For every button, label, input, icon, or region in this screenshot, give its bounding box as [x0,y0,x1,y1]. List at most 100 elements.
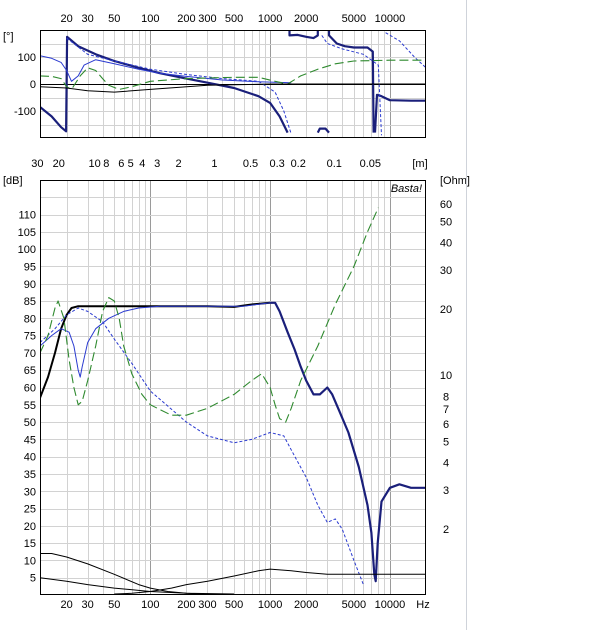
top-freq-label: 50 [108,13,120,25]
series-line-navy-thick-0 [40,35,289,134]
wavelength-tick-label: 1 [211,158,217,170]
series-line-blue-thin-5 [40,55,292,84]
series-line-navy-thick-4 [373,93,426,133]
y2-tick-label: 10 [440,370,452,382]
x-tick-label: 1000 [258,599,282,611]
series-line-navy-thick-1 [288,30,319,40]
series-line-navy-thick-2 [316,127,330,134]
top-freq-label: 10000 [375,13,406,25]
series-line-blue-dash-8 [385,32,426,69]
wavelength-tick-label: 0.05 [360,158,381,170]
y-tick-label: 45 [24,434,36,446]
top-freq-label: 500 [225,13,243,25]
y2-tick-label: 4 [443,458,449,470]
top-freq-label: 200 [177,13,195,25]
y-tick-label: 30 [24,486,36,498]
wavelength-tick-label: 30 [31,158,43,170]
x-tick-label: 10000 [375,599,406,611]
y2-tick-label: 8 [443,391,449,403]
y-tick-label: 20 [24,521,36,533]
wavelength-tick-label: 0.5 [243,158,258,170]
wavelength-tick-label: 3 [154,158,160,170]
wavelength-tick-label: 0.3 [269,158,284,170]
y-tick-label: 25 [24,504,36,516]
wavelength-unit-label: [m] [412,158,427,170]
series-line-black-thin-6 [114,568,426,595]
y-tick-label: 55 [24,400,36,412]
plot-area [40,180,426,595]
series-line-black-thin-10 [40,83,426,93]
y-tick-label: 10 [24,555,36,567]
y-tick-label: 75 [24,331,36,343]
x-tick-label: 20 [60,599,72,611]
y-axis-label: [dB] [3,175,23,187]
y-tick-label: 60 [24,383,36,395]
y2-tick-label: 3 [443,485,449,497]
y2-tick-label: 2 [443,524,449,536]
series-group [40,30,426,136]
series-line-blue-dash-3 [40,307,364,585]
series-line-black-thick-0 [40,301,271,399]
x-tick-label: 500 [225,599,243,611]
y-tick-label: 80 [24,313,36,325]
series-group [40,207,426,595]
y-axis-label: [°] [3,31,14,43]
wavelength-tick-label: 10 [89,158,101,170]
top-freq-label: 1000 [258,13,282,25]
series-line-navy-thick-3 [327,30,375,133]
series-line-blue-dash-7 [321,35,382,136]
x-unit-label: Hz [416,599,429,611]
plot-frame [40,180,426,595]
series-line-blue-dash-6 [66,37,292,135]
x-tick-label: 100 [141,599,159,611]
top-freq-label: 5000 [342,13,366,25]
y2-tick-label: 5 [443,436,449,448]
x-tick-label: 5000 [342,599,366,611]
y2-tick-label: 20 [440,304,452,316]
y2-axis-label: [Ohm] [440,175,470,187]
x-tick-label: 200 [177,599,195,611]
y-tick-label: 65 [24,365,36,377]
phase-chart: 203050100200300500100020005000100001000-… [3,13,426,138]
y2-tick-label: 30 [440,265,452,277]
top-freq-label: 30 [82,13,94,25]
y2-tick-label: 6 [443,419,449,431]
x-tick-label: 300 [198,599,216,611]
y2-tick-label: 50 [440,216,452,228]
spl-impedance-chart: 20 30 50 100 200 300 500 1000 2000 5000 1000051015… [3,158,470,611]
watermark-label: Basta! [391,183,422,195]
y-tick-label: 40 [24,452,36,464]
series-line-blue-thin-2 [40,302,271,378]
wavelength-tick-label: 0.1 [327,158,342,170]
wavelength-tick-label: 4 [139,158,145,170]
y-tick-label: 85 [24,296,36,308]
y-tick-label: 50 [24,417,36,429]
y2-tick-label: 60 [440,199,452,211]
x-tick-label: 2000 [294,599,318,611]
x-tick-label: 50 [108,599,120,611]
y2-tick-label: 40 [440,238,452,250]
wavelength-tick-label: 0.2 [291,158,306,170]
x-tick-label: 30 [82,599,94,611]
wavelength-tick-label: 5 [128,158,134,170]
top-freq-label: 300 [198,13,216,25]
top-freq-label: 2000 [294,13,318,25]
right-border-line [466,0,467,630]
plot-frame [40,30,426,138]
series-line-black-thin-7 [40,577,235,595]
y-tick-label: 100 [18,244,36,256]
y-tick-label: 15 [24,538,36,550]
y2-tick-label: 7 [443,404,449,416]
y-tick-label: 0 [30,79,36,91]
y-tick-label: 105 [18,227,36,239]
y-tick-label: -100 [14,106,36,118]
y-tick-label: 95 [24,261,36,273]
y-tick-label: 5 [30,573,36,585]
series-line-navy-thick-1 [270,301,426,583]
wavelength-tick-label: 20 [53,158,65,170]
wavelength-tick-label: 8 [103,158,109,170]
top-freq-label: 20 [60,13,72,25]
series-line-green-dash-4 [40,207,379,423]
wavelength-tick-label: 2 [175,158,181,170]
